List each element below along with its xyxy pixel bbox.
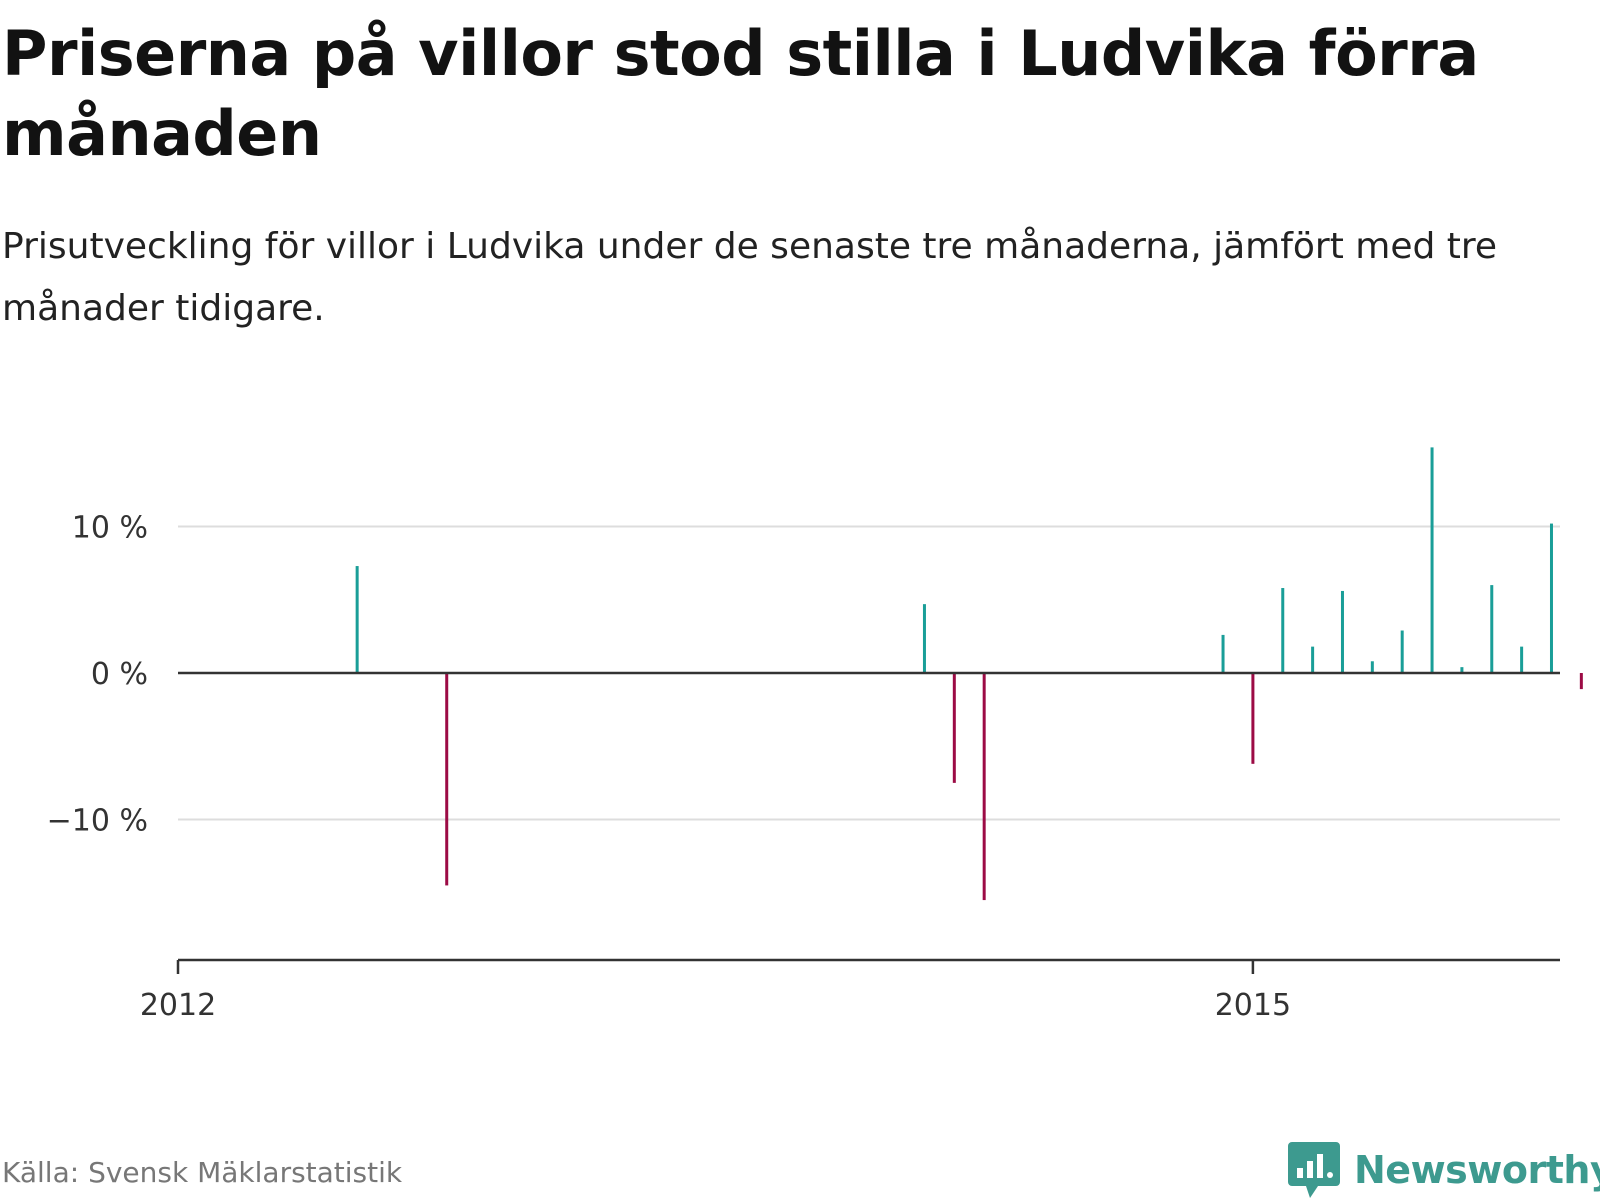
chart-title: Priserna på villor stod stilla i Ludvika… [2,17,1479,170]
chart-subtitle: Prisutveckling för villor i Ludvika unde… [2,226,1498,329]
bar [1549,523,1553,673]
labels: 10 %0 %−10 %201220152018202120230 % [47,511,1291,1024]
bar [1400,630,1404,673]
x-tick-label: 2012 [140,988,216,1023]
newsworthy-logo: Newsworthy [1288,1140,1600,1200]
bar [1430,447,1434,673]
bars [355,447,1583,901]
bar [1460,667,1464,673]
bar [1281,588,1285,673]
bar [1311,646,1315,673]
bar [1579,673,1583,690]
bar [1340,590,1344,673]
bar [355,566,359,673]
y-tick-label: 0 % [91,657,148,692]
bar [1490,585,1494,673]
gridlines [178,525,1560,821]
bar-chart: 10 %0 %−10 %201220152018202120230 % [47,447,1583,1024]
bar [1221,634,1225,673]
x-tick-label: 2015 [1215,988,1291,1023]
source-label: Källa: Svensk Mäklarstatistik [2,1156,403,1189]
bar [922,604,926,673]
bar [1370,661,1374,673]
bar [952,673,956,783]
bar [445,673,449,886]
y-tick-label: −10 % [47,804,148,839]
bar [1251,673,1255,764]
newsworthy-logo-icon [1288,1142,1340,1198]
bar [982,673,986,901]
axes [176,671,1560,974]
brand-name: Newsworthy [1354,1148,1600,1192]
bar [1520,646,1524,673]
y-tick-label: 10 % [72,511,148,546]
